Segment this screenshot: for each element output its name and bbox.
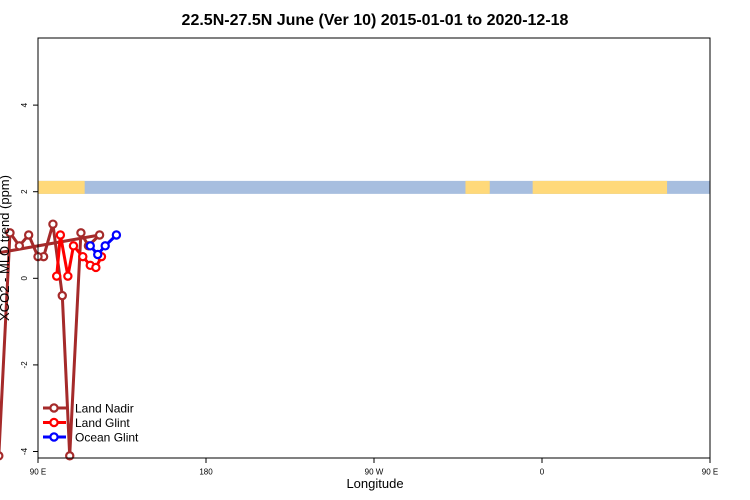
series-point-1	[91, 262, 101, 273]
legend-label: Land Nadir	[75, 402, 134, 416]
series-point-1	[55, 230, 66, 240]
series-point-0	[0, 451, 4, 461]
series-point-2	[111, 230, 122, 240]
series-layer	[0, 219, 122, 461]
y-tick-label: -2	[20, 361, 29, 369]
x-tick-label: 90 W	[365, 468, 384, 477]
y-tick-label: 4	[20, 102, 29, 107]
legend-marker	[49, 417, 59, 428]
y-axis: -4 -2 0 2 4	[20, 102, 38, 455]
legend-marker	[49, 403, 59, 413]
series-point-0	[76, 228, 86, 238]
series-line-2	[89, 233, 118, 256]
series-point-0	[94, 230, 105, 240]
series-point-1	[68, 241, 79, 251]
legend-label: Ocean Glint	[75, 431, 139, 445]
series-point-0	[23, 230, 34, 240]
series-point-2	[85, 241, 95, 251]
legend-label: Land Glint	[75, 416, 130, 430]
map-land-segment	[465, 180, 490, 194]
map-strip	[38, 180, 710, 194]
series-point-2	[100, 241, 110, 251]
x-tick-label: 180	[199, 468, 213, 477]
y-tick-label: 0	[20, 276, 29, 281]
map-land-segment	[532, 180, 668, 194]
legend-marker	[49, 432, 59, 442]
map-land-segment	[38, 180, 85, 194]
series-point-1	[63, 271, 73, 281]
series-point-0	[57, 290, 67, 301]
x-axis: 90 E 180 90 W 0 90 E	[30, 458, 718, 477]
series-point-1	[78, 251, 88, 262]
y-axis-label: XCO2 - MLO trend (ppm)	[0, 175, 12, 321]
series-point-1	[51, 271, 62, 281]
chart-title: 22.5N-27.5N June (Ver 10) 2015-01-01 to …	[182, 12, 569, 29]
x-tick-label: 90 E	[30, 468, 46, 477]
series-point-0	[5, 228, 15, 238]
y-tick-label: 2	[20, 189, 29, 194]
series-point-0	[14, 241, 25, 251]
x-tick-label: 0	[540, 468, 545, 477]
series-point-0	[48, 219, 58, 229]
series-point-2	[93, 249, 103, 260]
y-tick-label: -4	[20, 447, 29, 455]
x-axis-label: Longitude	[346, 476, 403, 491]
series-line-0	[0, 222, 102, 458]
x-tick-label: 90 E	[702, 468, 718, 477]
